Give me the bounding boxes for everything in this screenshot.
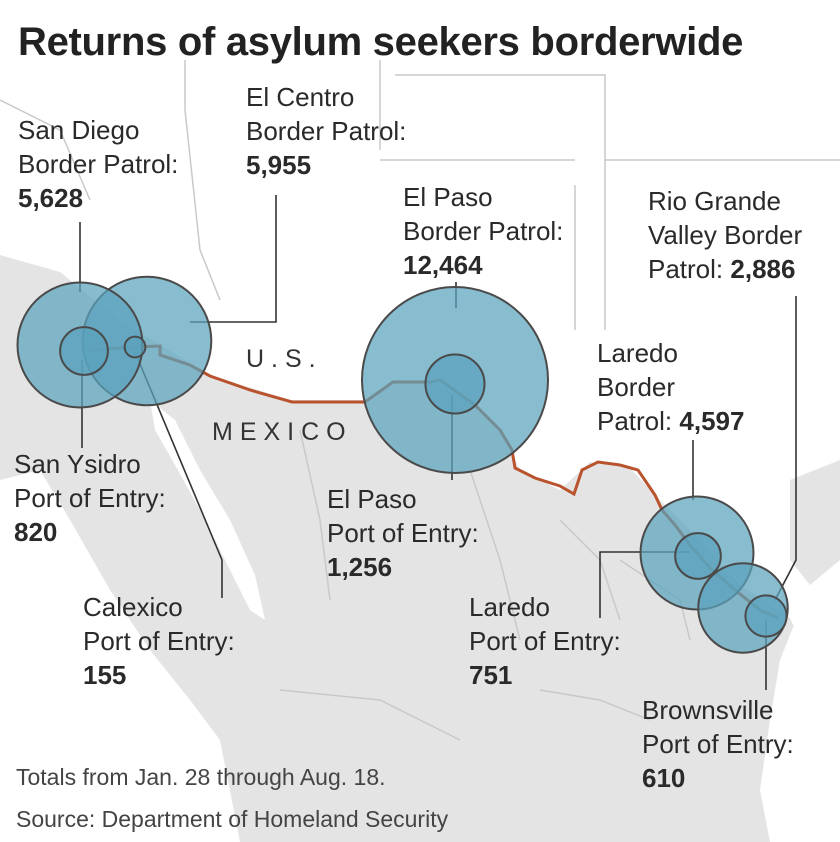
- label-calexico-poe: Calexico Port of Entry: 155: [83, 592, 235, 690]
- leader-el-centro-bp: [190, 195, 277, 323]
- value-el-centro-bp: 5,955: [246, 150, 312, 180]
- circle-el-paso-poe: [424, 353, 486, 415]
- label-laredo-bp: Laredo Border Patrol: 4,597: [597, 338, 745, 436]
- circle-calexico-poe: [123, 335, 147, 359]
- label-san-ysidro-poe: San Ysidro Port of Entry: 820: [14, 449, 166, 547]
- page-title: Returns of asylum seekers borderwide: [18, 20, 744, 64]
- label-rio-grande-bp: Rio Grande Valley Border Patrol: 2,886: [648, 186, 803, 284]
- value-rio-grande-bp: 2,886: [730, 254, 796, 284]
- value-calexico-poe: 155: [83, 660, 127, 690]
- gulf-of-mexico: [760, 560, 840, 842]
- label-brownsville-poe: Brownsville Port of Entry: 610: [642, 695, 794, 793]
- label-el-paso-poe: El Paso Port of Entry: 1,256: [327, 484, 479, 582]
- circle-laredo-poe: [674, 532, 722, 580]
- mexico-land: [0, 255, 840, 842]
- country-label-mexico: MEXICO: [212, 418, 353, 446]
- circle-brownsville-poe: [744, 594, 788, 638]
- value-san-ysidro-poe: 820: [14, 517, 58, 547]
- value-laredo-poe: 751: [469, 660, 513, 690]
- country-label-us: U.S.: [246, 345, 323, 373]
- value-el-paso-bp: 12,464: [403, 250, 483, 280]
- label-el-centro-bp: El Centro Border Patrol: 5,955: [246, 82, 407, 180]
- footnote-source: Source: Department of Homeland Security: [16, 806, 449, 832]
- footnote-period: Totals from Jan. 28 through Aug. 18.: [16, 764, 386, 790]
- value-el-paso-poe: 1,256: [327, 552, 393, 582]
- value-brownsville-poe: 610: [642, 763, 686, 793]
- proportional-circles: [16, 275, 789, 654]
- label-el-paso-bp: El Paso Border Patrol: 12,464: [403, 182, 564, 280]
- texas-coast-land: [790, 460, 840, 585]
- label-laredo-poe: Laredo Port of Entry: 751: [469, 592, 621, 690]
- pacific-coast: [0, 470, 240, 842]
- state-lines: [0, 60, 840, 741]
- circle-san-ysidro-poe: [59, 326, 109, 376]
- value-san-diego-bp: 5,628: [18, 183, 84, 213]
- value-laredo-bp: 4,597: [679, 406, 745, 436]
- leader-calexico-poe: [134, 351, 223, 598]
- label-san-diego-bp: San Diego Border Patrol: 5,628: [18, 115, 179, 213]
